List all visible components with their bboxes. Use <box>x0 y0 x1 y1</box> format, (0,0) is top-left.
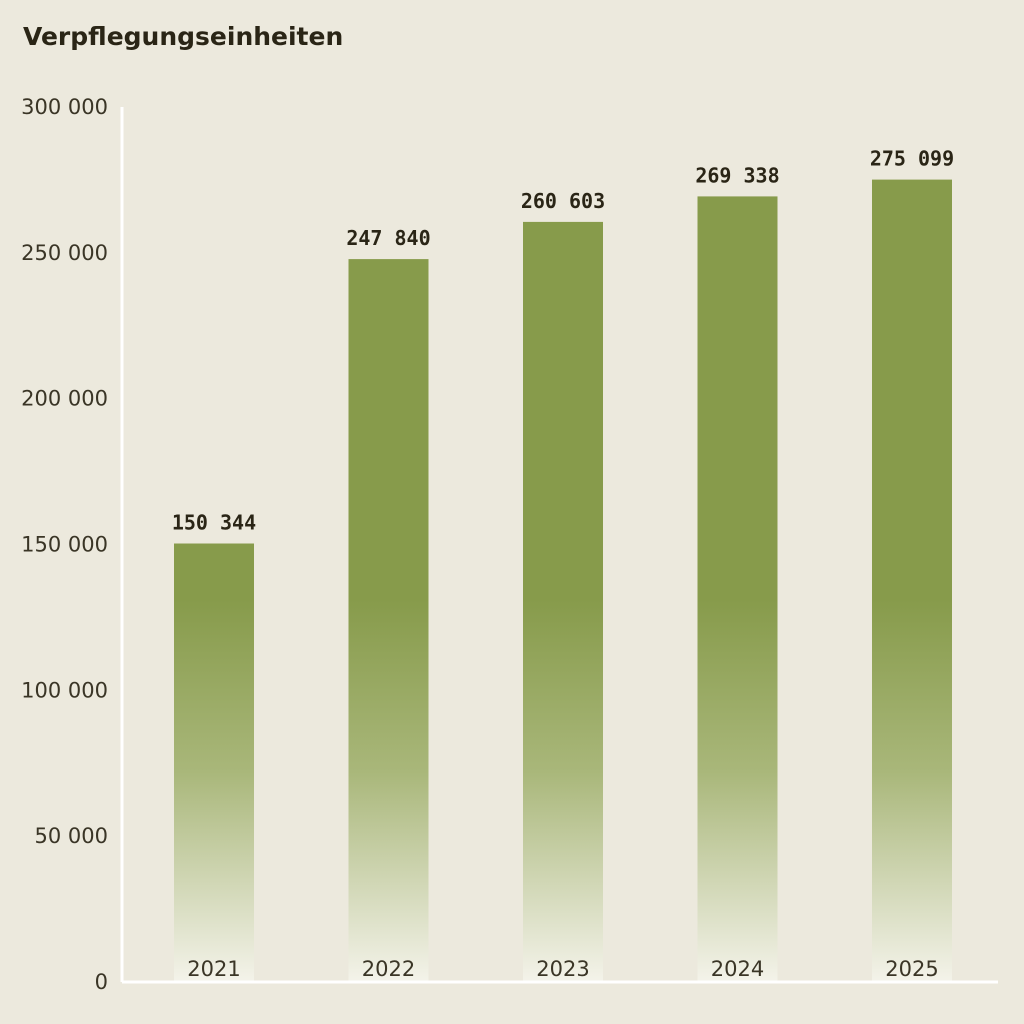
x-tick-label-2021: 2021 <box>187 957 240 981</box>
bar-2022 <box>348 259 429 983</box>
data-label-2023: 260 603 <box>521 189 605 213</box>
bar-2023 <box>523 221 603 982</box>
bar-2025 <box>872 179 952 983</box>
data-label-2022: 247 840 <box>346 226 430 250</box>
chart-title: Verpflegungseinheiten <box>23 22 344 51</box>
y-tick-label: 300 000 <box>21 95 108 119</box>
x-tick-label-2024: 2024 <box>711 957 764 981</box>
bar-2024 <box>697 196 778 982</box>
bars-layer <box>174 179 952 983</box>
x-tick-label-2022: 2022 <box>362 957 415 981</box>
y-tick-label: 0 <box>95 970 108 994</box>
labels-layer: 150 344 2021 247 840 2022 260 603 2023 269 338… <box>21 95 954 994</box>
y-tick-label: 250 000 <box>21 241 108 265</box>
x-tick-label-2025: 2025 <box>885 957 938 981</box>
y-tick-label: 150 000 <box>21 533 108 557</box>
data-label-2021: 150 344 <box>172 511 256 535</box>
bar-2021 <box>174 543 254 982</box>
y-tick-label: 200 000 <box>21 387 108 411</box>
y-tick-label: 50 000 <box>35 824 108 848</box>
axes-layer <box>120 107 998 984</box>
x-tick-label-2023: 2023 <box>536 957 589 981</box>
data-label-2024: 269 338 <box>695 163 779 187</box>
y-tick-label: 100 000 <box>21 678 108 702</box>
data-label-2025: 275 099 <box>870 147 954 171</box>
